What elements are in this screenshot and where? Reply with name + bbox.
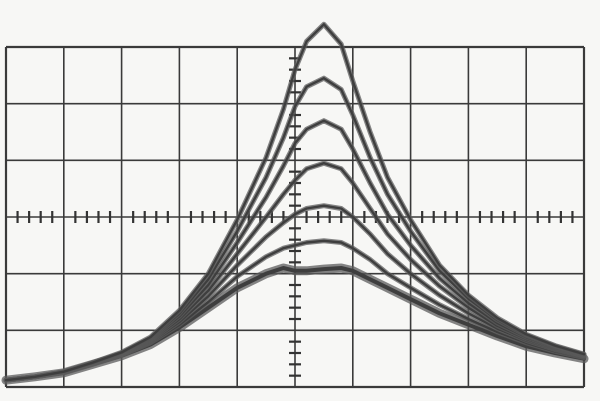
trace-7	[4, 23, 586, 382]
traces	[1, 21, 589, 385]
